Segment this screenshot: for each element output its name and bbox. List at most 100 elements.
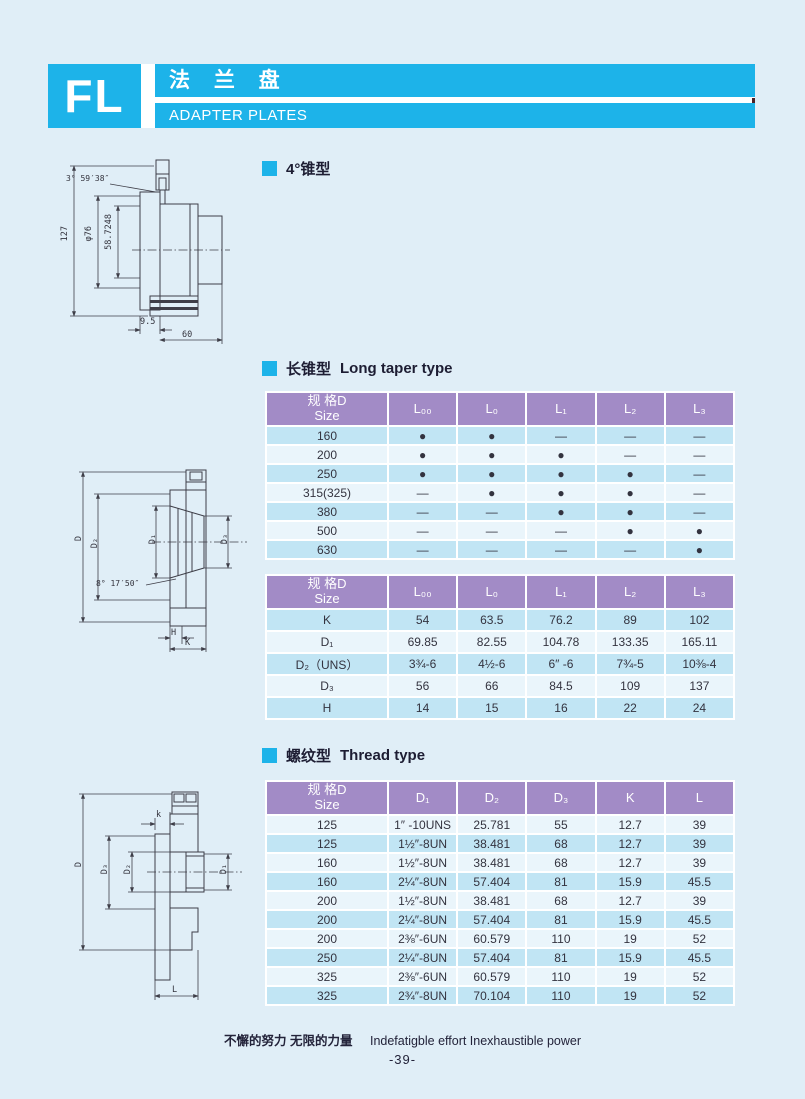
data-cell: 2¾″-8UN	[386, 985, 459, 1006]
header-row: 规 格D Size L₀₀ L₀ L₁ L₂ L₃	[265, 574, 736, 610]
data-cell: ●	[456, 482, 528, 503]
column-header: 规 格D Size	[265, 574, 389, 610]
dim-offset: 9.5	[140, 317, 156, 327]
data-cell: 76.2	[525, 608, 597, 632]
data-cell: 52	[663, 966, 736, 987]
data-cell: 2⅜″-6UN	[386, 928, 459, 949]
table-row: K 54 63.5 76.2 89 102	[265, 608, 736, 632]
column-header: K	[594, 780, 666, 816]
row-header-cell: 250	[265, 463, 389, 484]
data-cell: 89	[594, 608, 666, 632]
row-header-cell: H	[265, 696, 389, 720]
data-cell: 81	[525, 947, 597, 968]
data-cell: 12.7	[594, 833, 666, 854]
data-cell: 56	[386, 674, 459, 698]
data-cell: ●	[386, 444, 459, 465]
dim-bore-dia: φ76	[84, 226, 94, 242]
dimension-lines	[70, 165, 223, 344]
data-cell: 24	[663, 696, 736, 720]
dim-taper-dia: 58.7248	[104, 214, 114, 250]
row-header-cell: 325	[265, 966, 389, 987]
data-cell: 81	[525, 871, 597, 892]
column-header: D₁	[386, 780, 459, 816]
flange-outline	[139, 159, 223, 317]
table-row: 325 2⅜″-6UN 60.579 110 19 52	[265, 966, 736, 987]
data-cell: —	[386, 482, 459, 503]
data-cell: 38.481	[456, 833, 528, 854]
data-cell: 137	[663, 674, 736, 698]
data-cell: 1″ -10UNS	[386, 814, 459, 835]
dim-d2: D₂	[90, 538, 100, 549]
data-cell: 60.579	[456, 928, 528, 949]
page-title-zh: 法 兰 盘	[155, 64, 755, 97]
column-header: D₂	[456, 780, 528, 816]
page-title-en: ADAPTER PLATES	[155, 103, 755, 128]
column-header: D₃	[525, 780, 597, 816]
data-cell: —	[663, 444, 736, 465]
data-cell: 12.7	[594, 890, 666, 911]
column-header: L₀₀	[386, 574, 459, 610]
data-cell: 66	[456, 674, 528, 698]
table-row: 160 ● ● — — —	[265, 425, 736, 446]
flange-outline	[169, 469, 207, 627]
page-header: FL 法 兰 盘 ADAPTER PLATES	[48, 64, 755, 128]
row-header-cell: 500	[265, 520, 389, 541]
row-header-cell: 200	[265, 444, 389, 465]
dim-k: K	[185, 638, 191, 648]
row-header-cell: 125	[265, 814, 389, 835]
dim-d1: D₁	[148, 534, 158, 545]
data-cell: —	[456, 520, 528, 541]
technical-drawing-long-taper	[79, 469, 247, 652]
column-header: L₂	[594, 574, 666, 610]
column-header: L₀₀	[386, 391, 459, 427]
table-row: D₂（UNS） 3¾-6 4½-6 6″ -6 7¾-5 10⅜-4	[265, 652, 736, 676]
data-cell: ●	[386, 463, 459, 484]
data-cell: 38.481	[456, 852, 528, 873]
table-row: 315(325) — ● ● ● —	[265, 482, 736, 503]
table-row: 200 ● ● ● — —	[265, 444, 736, 465]
data-cell: 109	[594, 674, 666, 698]
data-cell: 39	[663, 890, 736, 911]
section-label-thread: 螺纹型 Thread type	[262, 745, 425, 766]
data-cell: ●	[525, 444, 597, 465]
data-cell: —	[386, 501, 459, 522]
table-row: 500— — — ● ●	[265, 520, 736, 541]
dim-l: L	[172, 985, 178, 995]
dim-length: 60	[182, 330, 193, 340]
technical-drawing-taper4	[70, 159, 230, 344]
data-cell: 10⅜-4	[663, 652, 736, 676]
data-cell: ●	[663, 539, 736, 560]
data-cell: ●	[525, 482, 597, 503]
section-marker-icon	[262, 748, 277, 763]
data-cell: 45.5	[663, 909, 736, 930]
section-code-badge: FL	[48, 64, 141, 128]
data-cell: 69.85	[386, 630, 459, 654]
data-cell: 6″ -6	[525, 652, 597, 676]
data-cell: 81	[525, 909, 597, 930]
section-label-zh: 螺纹型	[286, 748, 332, 765]
table-row: D₃ 56 66 84.5 109 137	[265, 674, 736, 698]
data-cell: 12.7	[594, 814, 666, 835]
data-cell: 39	[663, 833, 736, 854]
column-header: L₃	[663, 391, 736, 427]
page-number: -39-	[388, 1052, 417, 1067]
data-cell: 4½-6	[456, 652, 528, 676]
slogan-en: Indefatigble effort Inexhaustible power	[369, 1034, 581, 1048]
data-cell: —	[386, 539, 459, 560]
table-row: 325 2¾″-8UN 70.104 110 19 52	[265, 985, 736, 1006]
dim-d1: D₁	[219, 864, 229, 875]
section-marker-icon	[262, 161, 277, 176]
dim-d: D	[74, 536, 84, 542]
section-label-en: Long taper type	[340, 360, 453, 377]
data-cell: 14	[386, 696, 459, 720]
data-cell: 45.5	[663, 947, 736, 968]
data-cell: 1½″-8UN	[386, 890, 459, 911]
slogan-zh: 不懈的努力 无限的力量	[224, 1034, 353, 1048]
data-cell: 110	[525, 966, 597, 987]
data-cell: —	[386, 520, 459, 541]
data-cell: 12.7	[594, 852, 666, 873]
header-row: 规 格D Size D₁ D₂ D₃ K L	[265, 780, 736, 816]
data-cell: 22	[594, 696, 666, 720]
data-cell: 2¼″-8UN	[386, 871, 459, 892]
column-header: 规 格D Size	[265, 780, 389, 816]
